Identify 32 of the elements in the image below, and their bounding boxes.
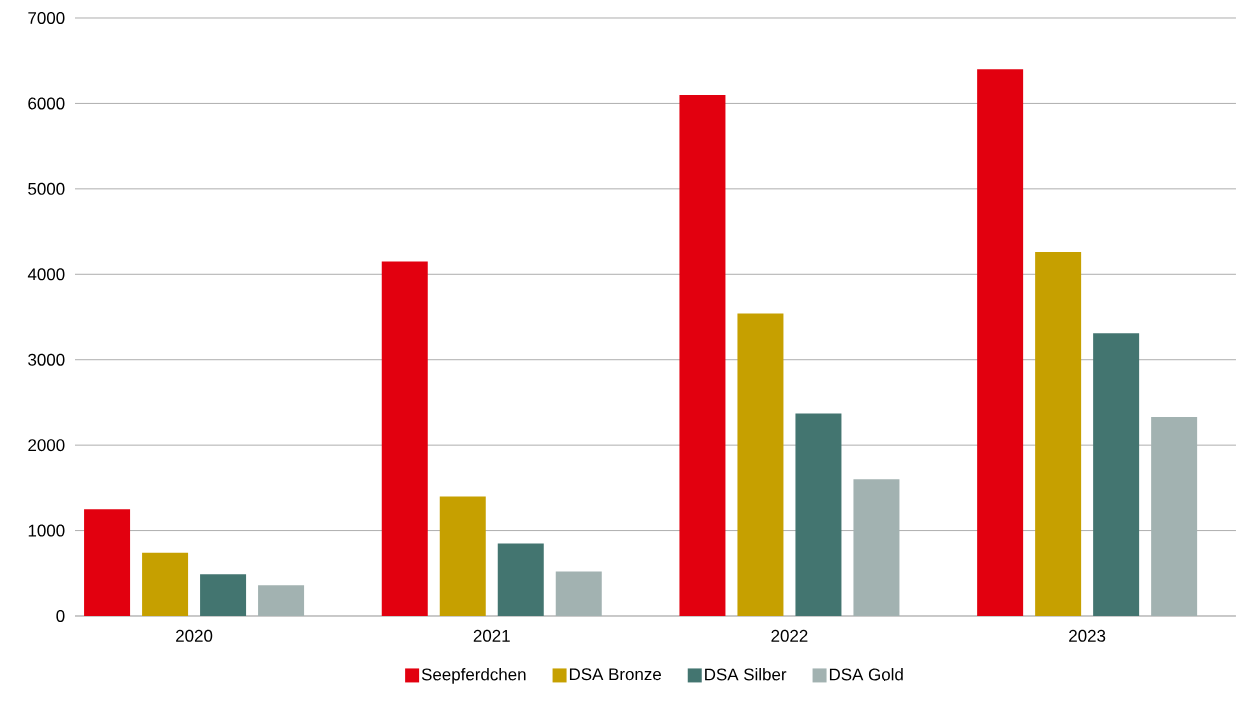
x-tick-label: 2020 [176, 629, 213, 642]
bar [258, 585, 305, 616]
x-tick-label: 2023 [1069, 629, 1106, 642]
y-tick-label: 1000 [28, 524, 65, 537]
bar [84, 509, 131, 616]
y-tick-label: 6000 [28, 97, 65, 110]
x-tick-label: 2021 [473, 629, 510, 642]
bar [737, 313, 784, 616]
bar [795, 413, 842, 616]
legend-label: Seepferdchen [421, 668, 526, 684]
y-tick-label: 2000 [28, 439, 65, 452]
bar [1035, 252, 1082, 616]
bar [555, 571, 602, 616]
y-tick-label: 0 [56, 610, 65, 622]
y-tick-label: 3000 [28, 353, 65, 366]
bar [679, 94, 726, 616]
legend-label: DSA Bronze [569, 668, 661, 681]
legend-label: DSA Gold [829, 668, 903, 681]
y-tick-label: 4000 [27, 268, 65, 281]
bar [1093, 333, 1140, 616]
bar [977, 69, 1024, 616]
bar [142, 552, 189, 616]
bar [200, 574, 247, 616]
bar [381, 261, 428, 616]
y-tick-label: 5000 [28, 182, 65, 195]
legend-label: DSA Silber [705, 668, 787, 681]
bar [853, 479, 900, 616]
bar [1151, 416, 1198, 616]
bar [439, 496, 486, 616]
x-tick-label: 2022 [771, 629, 808, 642]
bar [497, 543, 544, 616]
y-tick-label: 7000 [28, 12, 65, 24]
